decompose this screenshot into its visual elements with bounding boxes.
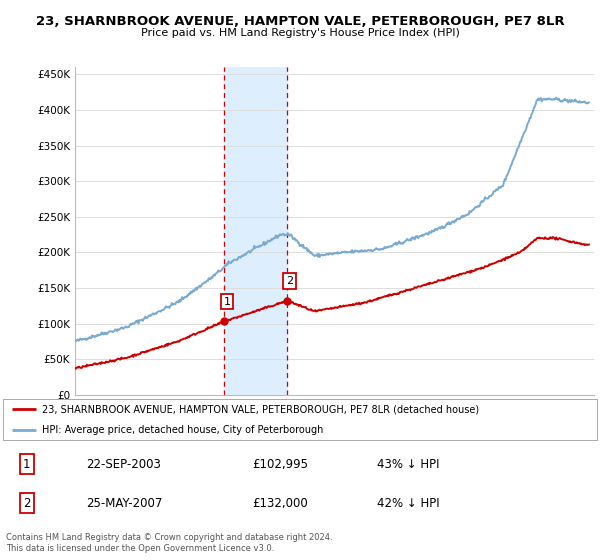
Text: 22-SEP-2003: 22-SEP-2003 [86, 458, 161, 470]
Text: 1: 1 [223, 296, 230, 306]
Text: 43% ↓ HPI: 43% ↓ HPI [377, 458, 440, 470]
Text: 1: 1 [23, 458, 31, 470]
Text: 25-MAY-2007: 25-MAY-2007 [86, 497, 163, 510]
Bar [224, 67, 287, 395]
Text: 2: 2 [23, 497, 31, 510]
Text: 2: 2 [286, 276, 293, 286]
Text: £132,000: £132,000 [253, 497, 308, 510]
Text: 42% ↓ HPI: 42% ↓ HPI [377, 497, 440, 510]
Text: £102,995: £102,995 [253, 458, 308, 470]
Text: 23, SHARNBROOK AVENUE, HAMPTON VALE, PETERBOROUGH, PE7 8LR: 23, SHARNBROOK AVENUE, HAMPTON VALE, PET… [35, 15, 565, 28]
Text: 23, SHARNBROOK AVENUE, HAMPTON VALE, PETERBOROUGH, PE7 8LR (detached house): 23, SHARNBROOK AVENUE, HAMPTON VALE, PET… [41, 404, 479, 414]
Text: Price paid vs. HM Land Registry's House Price Index (HPI): Price paid vs. HM Land Registry's House … [140, 28, 460, 38]
Text: HPI: Average price, detached house, City of Peterborough: HPI: Average price, detached house, City… [41, 424, 323, 435]
Text: Contains HM Land Registry data © Crown copyright and database right 2024.
This d: Contains HM Land Registry data © Crown c… [6, 533, 332, 553]
